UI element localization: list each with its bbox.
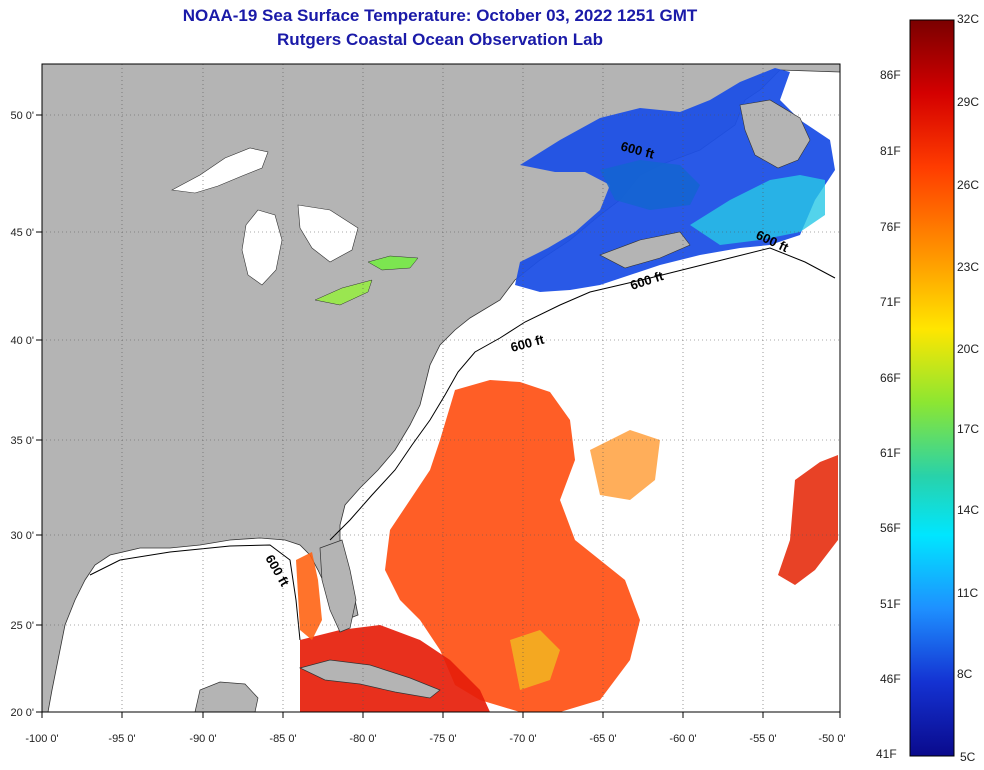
colorbar-f-label: 41F <box>876 747 897 761</box>
sst-warm-water-east <box>385 380 640 712</box>
sst-hot-water-caribbean <box>300 625 490 712</box>
map-frame <box>41 63 841 713</box>
lon-label: -90 0' <box>189 733 216 745</box>
lon-label: -85 0' <box>269 733 296 745</box>
sst-yellow-patches <box>510 630 560 690</box>
colorbar-f-label: 46F <box>880 672 901 686</box>
lon-label: -60 0' <box>669 733 696 745</box>
colorbar-c-label: 32C <box>957 12 980 26</box>
lat-label: 45 0' <box>10 227 34 239</box>
lat-label: 35 0' <box>10 435 34 447</box>
colorbar-c-label: 26C <box>957 178 980 192</box>
lon-label: -65 0' <box>589 733 616 745</box>
colorbar-f-label: 61F <box>880 446 901 460</box>
lat-label: 30 0' <box>10 530 34 542</box>
colorbar-f-label: 56F <box>880 521 901 535</box>
colorbar-c-label: 29C <box>957 95 980 109</box>
lat-label: 25 0' <box>10 620 34 632</box>
lon-label: -95 0' <box>108 733 135 745</box>
colorbar-c-label: 17C <box>957 422 980 436</box>
lake-erie <box>314 279 373 306</box>
land-florida <box>319 539 357 633</box>
lon-label: -100 0' <box>25 733 58 745</box>
colorbar-f-label: 76F <box>880 220 901 234</box>
map-subtitle: Rutgers Coastal Ocean Observation Lab <box>277 30 603 49</box>
sst-warm-water-scattered <box>590 430 660 500</box>
lon-label: -70 0' <box>509 733 536 745</box>
land-yucatan <box>194 681 259 712</box>
land-cuba <box>298 659 441 699</box>
colorbar-f-label: 71F <box>880 295 901 309</box>
colorbar-c-label: 5C <box>960 750 976 764</box>
graticule <box>42 64 840 712</box>
colorbar-f-label: 86F <box>880 68 901 82</box>
colorbar-c-label: 8C <box>957 667 973 681</box>
colorbar-f-label: 51F <box>880 597 901 611</box>
colorbar-f-label: 66F <box>880 371 901 385</box>
lake-superior <box>171 147 269 194</box>
land-maritime <box>739 99 811 169</box>
isobath-600ft-line <box>89 247 836 641</box>
lat-label: 20 0' <box>10 707 34 719</box>
temperature-colorbar <box>909 19 955 757</box>
lon-label: -75 0' <box>429 733 456 745</box>
colorbar-c-label: 14C <box>957 503 980 517</box>
sst-cool-water-shelf <box>690 175 825 245</box>
sst-warm-patch-far-east <box>778 455 838 585</box>
lake-michigan <box>241 209 283 286</box>
axis-ticks <box>36 114 841 718</box>
colorbar-f-label: 81F <box>880 144 901 158</box>
lat-label: 40 0' <box>10 335 34 347</box>
latitude-labels: 50 0' 45 0' 40 0' 35 0' 30 0' 25 0' 20 0… <box>10 110 34 719</box>
sst-cool-water-gulf <box>600 160 700 210</box>
lat-label: 50 0' <box>10 110 34 122</box>
lake-huron <box>297 204 359 263</box>
sst-gulf-strip <box>296 552 322 640</box>
lon-label: -80 0' <box>349 733 376 745</box>
colorbar-c-label: 20C <box>957 342 980 356</box>
land-nova-scotia <box>599 231 691 269</box>
colorbar-c-label: 23C <box>957 260 980 274</box>
lon-label: -55 0' <box>749 733 776 745</box>
colorbar-c-label: 11C <box>957 586 979 600</box>
lon-label: -50 0' <box>818 733 845 745</box>
lake-ontario <box>367 255 419 271</box>
map-title: NOAA-19 Sea Surface Temperature: October… <box>182 6 698 25</box>
longitude-labels: -100 0' -95 0' -90 0' -85 0' -80 0' -75 … <box>25 733 845 745</box>
